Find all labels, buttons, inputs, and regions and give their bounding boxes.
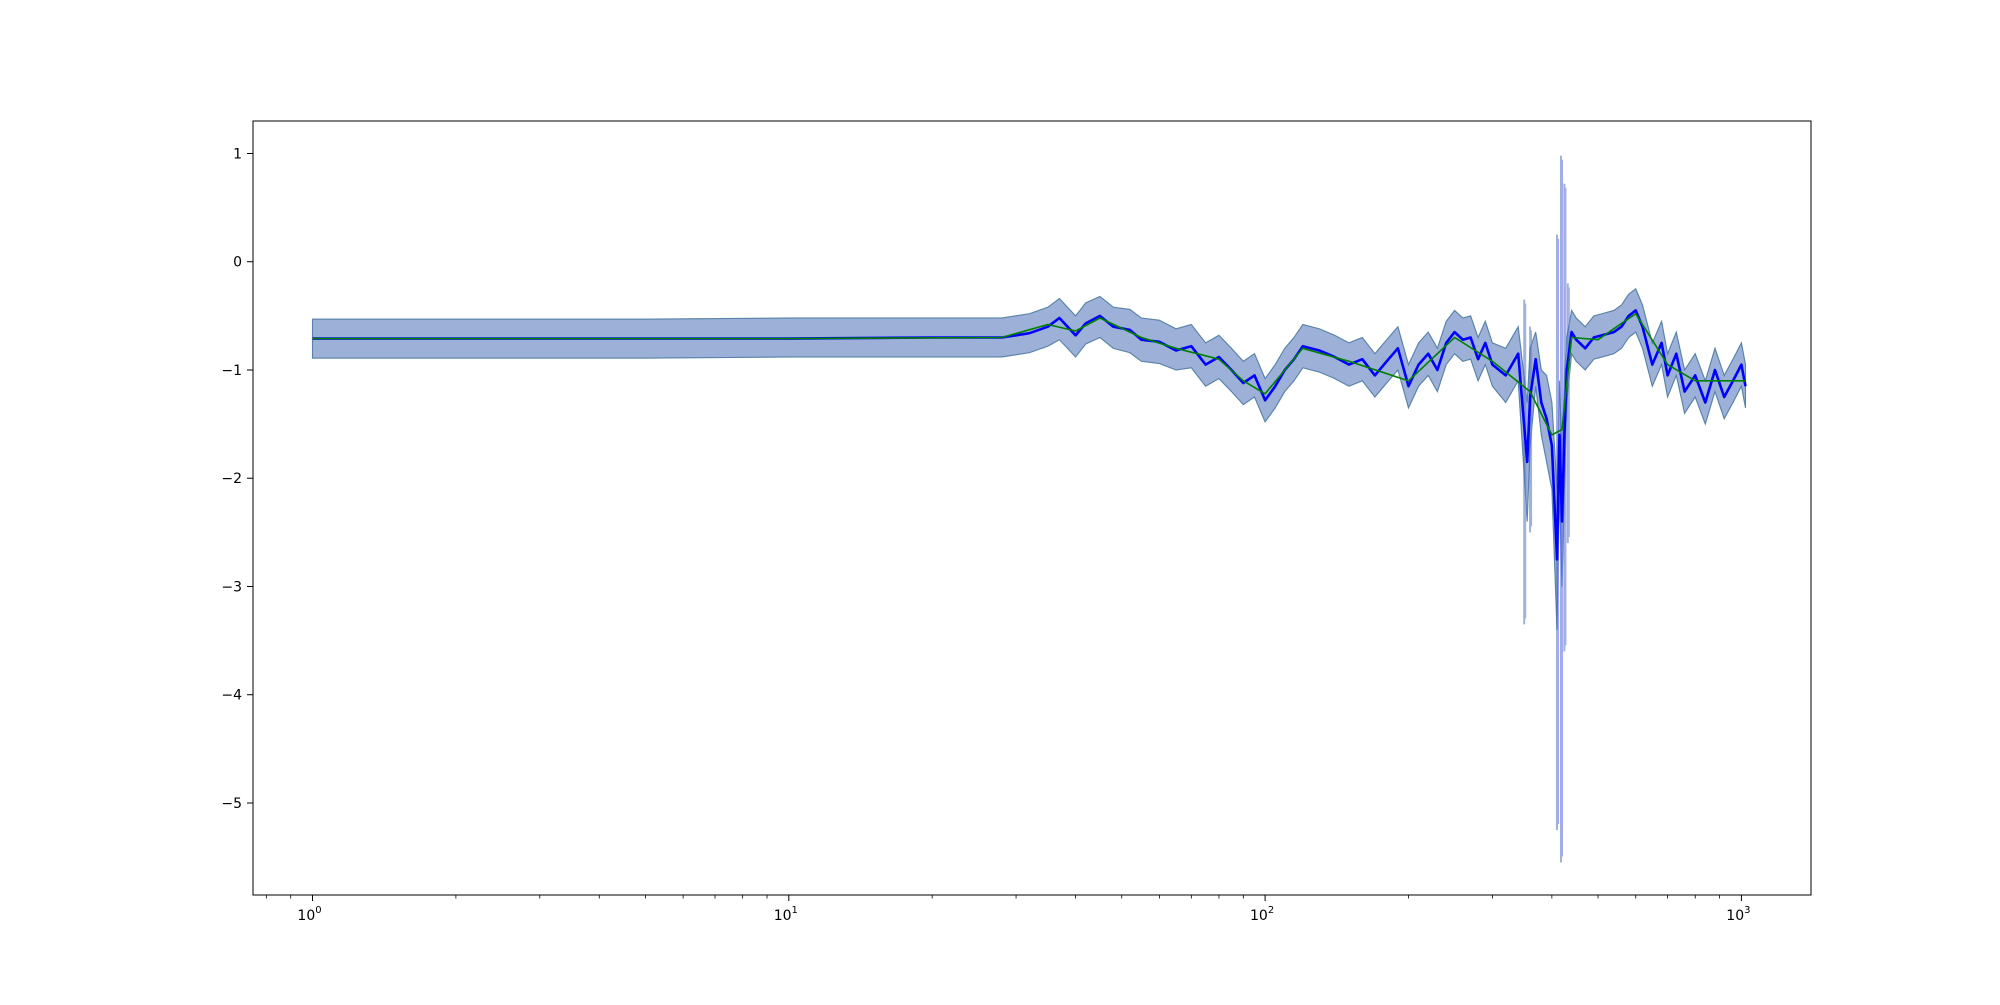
y-tick-label: −2 bbox=[221, 471, 242, 487]
x-tick-base: 10 bbox=[774, 908, 792, 924]
y-tick-label: −5 bbox=[221, 796, 242, 812]
x-tick-label: 102 bbox=[1250, 905, 1274, 924]
plot-clipped-group bbox=[311, 155, 1747, 863]
x-tick-exponent: 1 bbox=[792, 905, 798, 916]
plot-area bbox=[311, 155, 1747, 863]
x-tick-base: 10 bbox=[297, 908, 315, 924]
y-tick-label: 1 bbox=[233, 146, 242, 162]
y-tick-label: −4 bbox=[221, 688, 242, 704]
x-tick-exponent: 3 bbox=[1744, 905, 1750, 916]
x-tick-base: 10 bbox=[1726, 908, 1744, 924]
x-tick-label: 100 bbox=[297, 905, 321, 924]
x-tick-base: 10 bbox=[1250, 908, 1268, 924]
series-line-mean-green bbox=[312, 312, 1746, 436]
series-line-mean-blue bbox=[312, 309, 1747, 561]
y-tick-label: −3 bbox=[221, 579, 242, 595]
plot-frame bbox=[252, 120, 1812, 896]
x-tick-exponent: 0 bbox=[315, 905, 321, 916]
x-tick-label: 101 bbox=[774, 905, 798, 924]
y-tick-label: 0 bbox=[233, 255, 242, 271]
x-tick-label: 103 bbox=[1726, 905, 1750, 924]
x-tick-exponent: 2 bbox=[1268, 905, 1274, 916]
y-tick-label: −1 bbox=[221, 363, 242, 379]
